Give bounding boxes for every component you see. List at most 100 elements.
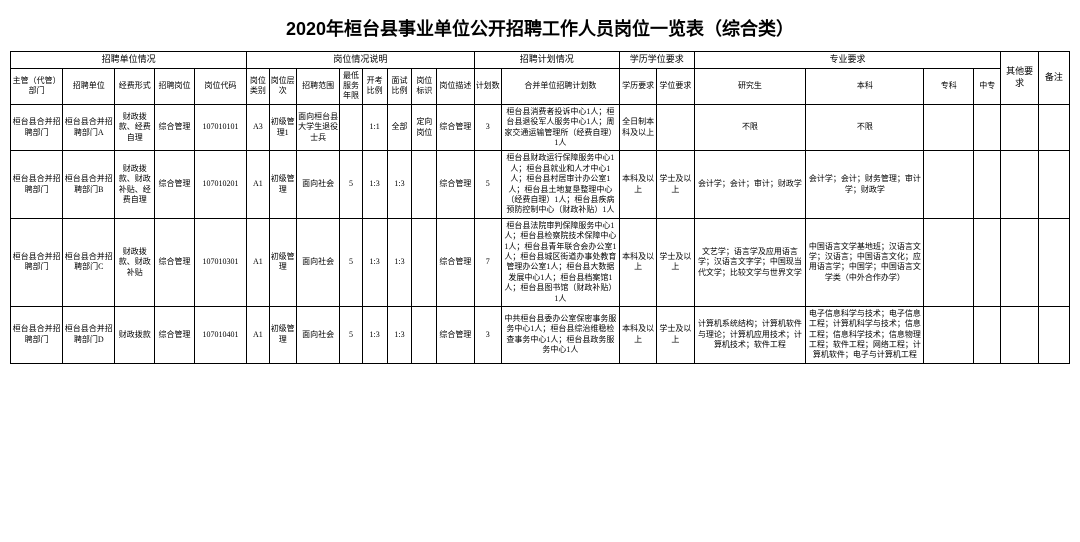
cell-c13: 综合管理 [437, 104, 474, 151]
col-group-position: 岗位情况说明 [247, 52, 474, 69]
cell-c13: 综合管理 [437, 306, 474, 363]
cell-c12: 定向岗位 [412, 104, 437, 151]
col-level: 岗位层次 [269, 68, 296, 104]
table-row: 桓台县合并招聘部门桓台县合并招聘部门A财政拨款、经费自理综合管理10701010… [11, 104, 1070, 151]
cell-c21 [974, 151, 1001, 218]
cell-c4: 综合管理 [155, 151, 195, 218]
cell-c22 [1001, 218, 1038, 306]
col-group-plan: 招聘计划情况 [474, 52, 619, 69]
cell-c17: 学士及以上 [657, 306, 694, 363]
cell-c14: 3 [474, 306, 501, 363]
col-assoc: 专科 [924, 68, 974, 104]
cell-c13: 综合管理 [437, 218, 474, 306]
table-body: 桓台县合并招聘部门桓台县合并招聘部门A财政拨款、经费自理综合管理10701010… [11, 104, 1070, 363]
col-bachelor: 本科 [806, 68, 924, 104]
cell-c6: A1 [247, 306, 269, 363]
cell-c1: 桓台县合并招聘部门 [11, 104, 63, 151]
cell-c14: 7 [474, 218, 501, 306]
col-code: 岗位代码 [194, 68, 246, 104]
cell-c9: 5 [340, 151, 362, 218]
cell-c10: 1:3 [362, 151, 387, 218]
page-title: 2020年桓台县事业单位公开招聘工作人员岗位一览表（综合类） [10, 15, 1070, 41]
cell-c5: 107010401 [194, 306, 246, 363]
cell-c12 [412, 151, 437, 218]
cell-c23 [1038, 306, 1069, 363]
cell-c15: 中共桓台县委办公室保密事务服务中心1人；桓台县综治维稳检查事务中心1人；桓台县政… [501, 306, 619, 363]
cell-c18: 不限 [694, 104, 806, 151]
cell-c16: 本科及以上 [619, 218, 656, 306]
cell-c3: 财政拨款、财政补贴 [115, 218, 155, 306]
cell-c7: 初级管理 [269, 306, 296, 363]
cell-c4: 综合管理 [155, 104, 195, 151]
cell-c4: 综合管理 [155, 218, 195, 306]
col-other: 其他要求 [1001, 52, 1038, 105]
cell-c23 [1038, 218, 1069, 306]
col-edu: 学历要求 [619, 68, 656, 104]
col-ratio1: 开考比例 [362, 68, 387, 104]
col-cat: 岗位类别 [247, 68, 269, 104]
cell-c4: 综合管理 [155, 306, 195, 363]
cell-c9 [340, 104, 362, 151]
cell-c19: 会计学；会计；财务管理；审计学；财政学 [806, 151, 924, 218]
cell-c13: 综合管理 [437, 151, 474, 218]
col-sec: 中专 [974, 68, 1001, 104]
cell-c14: 5 [474, 151, 501, 218]
col-group-major: 专业要求 [694, 52, 1001, 69]
table-row: 桓台县合并招聘部门桓台县合并招聘部门C财政拨款、财政补贴综合管理10701030… [11, 218, 1070, 306]
col-group-edu: 学历学位要求 [619, 52, 694, 69]
cell-c2: 桓台县合并招聘部门C [63, 218, 115, 306]
cell-c8: 面向社会 [296, 151, 339, 218]
table-row: 桓台县合并招聘部门桓台县合并招聘部门D财政拨款综合管理107010401A1初级… [11, 306, 1070, 363]
cell-c8: 面向社会 [296, 218, 339, 306]
cell-c8: 面向桓台县大学生退役士兵 [296, 104, 339, 151]
cell-c3: 财政拨款 [115, 306, 155, 363]
cell-c11: 1:3 [387, 306, 412, 363]
col-grad: 研究生 [694, 68, 806, 104]
cell-c17 [657, 104, 694, 151]
cell-c18: 文艺学；语言学及应用语言学；汉语言文字学；中国现当代文学；比较文学与世界文学 [694, 218, 806, 306]
cell-c3: 财政拨款、经费自理 [115, 104, 155, 151]
cell-c14: 3 [474, 104, 501, 151]
col-unit: 招聘单位 [63, 68, 115, 104]
col-ratio2: 面试比例 [387, 68, 412, 104]
cell-c2: 桓台县合并招聘部门B [63, 151, 115, 218]
col-degree: 学位要求 [657, 68, 694, 104]
col-fund: 经费形式 [115, 68, 155, 104]
cell-c11: 全部 [387, 104, 412, 151]
cell-c1: 桓台县合并招聘部门 [11, 151, 63, 218]
col-flag: 岗位标识 [412, 68, 437, 104]
cell-c16: 本科及以上 [619, 306, 656, 363]
header-row-1: 招聘单位情况 岗位情况说明 招聘计划情况 学历学位要求 专业要求 其他要求 备注 [11, 52, 1070, 69]
cell-c20 [924, 306, 974, 363]
cell-c15: 桓台县法院审判保障服务中心1人；桓台县检察院技术保障中心1人；桓台县青年联合会办… [501, 218, 619, 306]
cell-c5: 107010301 [194, 218, 246, 306]
cell-c22 [1001, 104, 1038, 151]
cell-c7: 初级管理1 [269, 104, 296, 151]
cell-c18: 计算机系统结构；计算机软件与理论；计算机应用技术；计算机技术；软件工程 [694, 306, 806, 363]
cell-c20 [924, 218, 974, 306]
cell-c19: 电子信息科学与技术；电子信息工程；计算机科学与技术；信息工程；信息科学技术；信息… [806, 306, 924, 363]
cell-c22 [1001, 151, 1038, 218]
cell-c10: 1:3 [362, 218, 387, 306]
header-row-2: 主管（代管）部门 招聘单位 经费形式 招聘岗位 岗位代码 岗位类别 岗位层次 招… [11, 68, 1070, 104]
cell-c2: 桓台县合并招聘部门D [63, 306, 115, 363]
cell-c21 [974, 218, 1001, 306]
col-pos: 招聘岗位 [155, 68, 195, 104]
cell-c17: 学士及以上 [657, 218, 694, 306]
cell-c16: 全日制本科及以上 [619, 104, 656, 151]
cell-c20 [924, 151, 974, 218]
cell-c20 [924, 104, 974, 151]
cell-c7: 初级管理 [269, 151, 296, 218]
cell-c15: 桓台县财政运行保障服务中心1人；桓台县就业和人才中心1人；桓台县村居审计办公室1… [501, 151, 619, 218]
cell-c7: 初级管理 [269, 218, 296, 306]
cell-c5: 107010101 [194, 104, 246, 151]
cell-c6: A1 [247, 151, 269, 218]
cell-c21 [974, 306, 1001, 363]
cell-c9: 5 [340, 218, 362, 306]
table-row: 桓台县合并招聘部门桓台县合并招聘部门B财政拨款、财政补贴、经费自理综合管理107… [11, 151, 1070, 218]
cell-c15: 桓台县消费者投诉中心1人；桓台县退役军人服务中心1人；周家交通运输管理所（经费自… [501, 104, 619, 151]
cell-c18: 会计学；会计；审计；财政学 [694, 151, 806, 218]
cell-c10: 1:3 [362, 306, 387, 363]
cell-c19: 不限 [806, 104, 924, 151]
cell-c11: 1:3 [387, 218, 412, 306]
